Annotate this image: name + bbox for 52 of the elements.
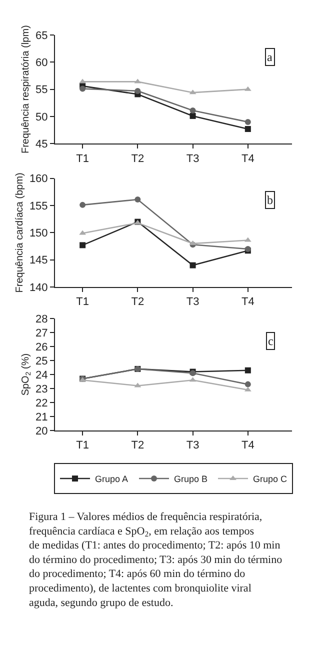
y-axis-title: Frequência cardíaca (bpm): [14, 172, 26, 293]
y-tick-label: 145: [29, 254, 48, 267]
y-tick-label: 140: [29, 282, 48, 294]
y-tick-label: 24: [36, 369, 48, 382]
y-tick-label: 45: [36, 138, 48, 151]
annotation: a: [267, 50, 273, 64]
point: [244, 367, 251, 374]
point: [80, 202, 86, 208]
x-tick-label: T4: [241, 296, 254, 308]
y-tick-label: 27: [36, 327, 48, 340]
point: [244, 381, 251, 388]
y-tick-label: 65: [36, 30, 48, 42]
annotation: b: [267, 193, 273, 207]
point: [80, 242, 86, 248]
x-tick-label: T2: [131, 152, 144, 165]
point: [190, 108, 196, 114]
y-tick-label: 150: [29, 228, 48, 240]
x-tick-label: T2: [131, 440, 144, 452]
x-tick-label: T1: [76, 296, 89, 308]
point: [134, 196, 141, 203]
x-tick-label: T3: [186, 152, 200, 165]
y-tick-label: 60: [36, 56, 48, 69]
annotation: c: [268, 334, 274, 348]
point: [134, 88, 141, 94]
text: Figura 1 – Valores médios de frequência respiratória, frequência cardíaca e SpO$_{2}$, em relação aos tempos de medidas (T1: antes do procedimento; T2: após 10 min do término do procedimento; T3: após 30 min do término do procedimento; T4: após 60 min do término do procedimento), de lactentes com bronquiolite viral aguda, segundo grupo de estudo.: [29, 511, 282, 609]
x-tick-label: T1: [76, 152, 89, 165]
x-tick-label: T3: [186, 440, 200, 452]
x-tick-label: T2: [131, 296, 144, 308]
point: [244, 126, 251, 132]
y-tick-label: 22: [36, 397, 48, 410]
x-tick-label: T4: [241, 440, 254, 452]
y-tick-label: 55: [36, 84, 48, 96]
x-tick-label: T3: [186, 296, 200, 308]
legend-label: Grupo B: [174, 474, 208, 484]
y-tick-label: 155: [29, 200, 48, 212]
point: [244, 118, 251, 125]
y-tick-label: 50: [36, 111, 48, 124]
point: [80, 86, 86, 92]
legend-label: Grupo A: [95, 474, 128, 484]
y-tick-label: 21: [36, 411, 48, 424]
point: [190, 262, 196, 268]
x-tick-label: T4: [241, 152, 254, 165]
x-tick-label: T1: [76, 440, 89, 452]
y-tick-label: 20: [36, 425, 48, 438]
y-axis-title: Frequência respiratória (lpm): [20, 25, 32, 154]
y-tick-label: 23: [36, 383, 48, 396]
y-tick-label: 28: [36, 314, 48, 326]
point: [190, 112, 196, 119]
y-tick-label: 25: [36, 355, 48, 368]
y-tick-label: 160: [29, 173, 48, 186]
y-tick-label: 26: [36, 341, 48, 354]
legend-label: Grupo C: [253, 474, 288, 484]
